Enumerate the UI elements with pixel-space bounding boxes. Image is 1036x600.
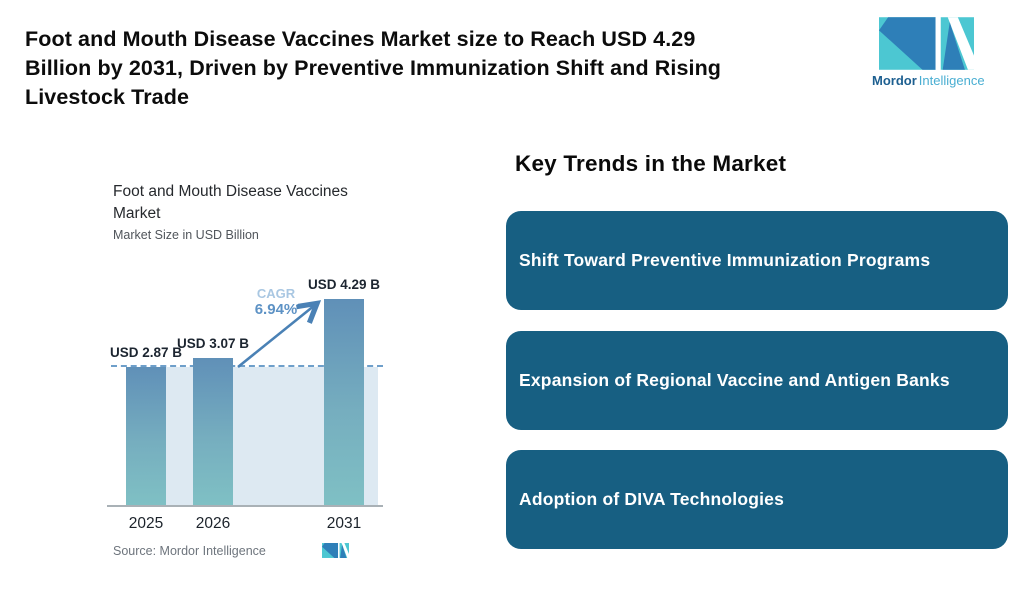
logo-text-mordor: Mordor bbox=[872, 73, 917, 88]
mordor-intelligence-logo: Mordor Intelligence bbox=[872, 17, 985, 88]
trend-card-label: Expansion of Regional Vaccine and Antige… bbox=[519, 370, 950, 390]
bar-2031 bbox=[324, 299, 364, 505]
bar-2026 bbox=[193, 358, 233, 505]
bar-value-label-2031: USD 4.29 B bbox=[307, 277, 381, 292]
x-axis-label-2026: 2026 bbox=[195, 515, 231, 532]
chart-source: Source: Mordor Intelligence bbox=[113, 544, 266, 558]
trend-card-vaccine-antigen-banks: Expansion of Regional Vaccine and Antige… bbox=[506, 331, 1008, 430]
trend-card-diva-technologies: Adoption of DIVA Technologies bbox=[506, 450, 1008, 549]
bar-2025 bbox=[126, 367, 166, 505]
chart-title-line-1: Foot and Mouth Disease Vaccines bbox=[113, 183, 348, 200]
trend-card-label: Shift Toward Preventive Immunization Pro… bbox=[519, 250, 931, 270]
logo-text-intelligence: Intelligence bbox=[918, 73, 985, 88]
x-axis-label-2031: 2031 bbox=[326, 515, 362, 532]
key-trends-heading: Key Trends in the Market bbox=[515, 151, 787, 176]
bar-chart-plot-area: USD 2.87 B 2025 USD 3.07 B 2026 USD 4.29… bbox=[107, 277, 383, 532]
bar-value-label-2026: USD 3.07 B bbox=[176, 336, 250, 351]
cagr-value: 6.94% bbox=[254, 301, 298, 318]
mordor-logo-icon bbox=[872, 17, 980, 70]
bar-value-label-2025: USD 2.87 B bbox=[109, 345, 183, 360]
trend-card-label: Adoption of DIVA Technologies bbox=[519, 489, 785, 509]
chart-title-line-2: Market bbox=[113, 205, 161, 222]
chart-subtitle: Market Size in USD Billion bbox=[113, 228, 259, 242]
page-title: Foot and Mouth Disease Vaccines Market s… bbox=[25, 25, 870, 112]
mordor-logo-wordmark: Mordor Intelligence bbox=[872, 73, 985, 88]
trend-card-preventive-immunization: Shift Toward Preventive Immunization Pro… bbox=[506, 211, 1008, 310]
mordor-logo-mini-icon bbox=[322, 543, 349, 563]
cagr-label: CAGR bbox=[256, 286, 296, 301]
page-title-line-1: Foot and Mouth Disease Vaccines Market s… bbox=[25, 27, 696, 51]
page-title-line-2: Billion by 2031, Driven by Preventive Im… bbox=[25, 56, 722, 80]
x-axis-line bbox=[107, 505, 383, 507]
page-title-line-3: Livestock Trade bbox=[25, 85, 190, 109]
x-axis-label-2025: 2025 bbox=[128, 515, 164, 532]
cagr-annotation: CAGR 6.94% bbox=[247, 286, 305, 318]
chart-title: Foot and Mouth Disease Vaccines Market bbox=[113, 181, 348, 225]
